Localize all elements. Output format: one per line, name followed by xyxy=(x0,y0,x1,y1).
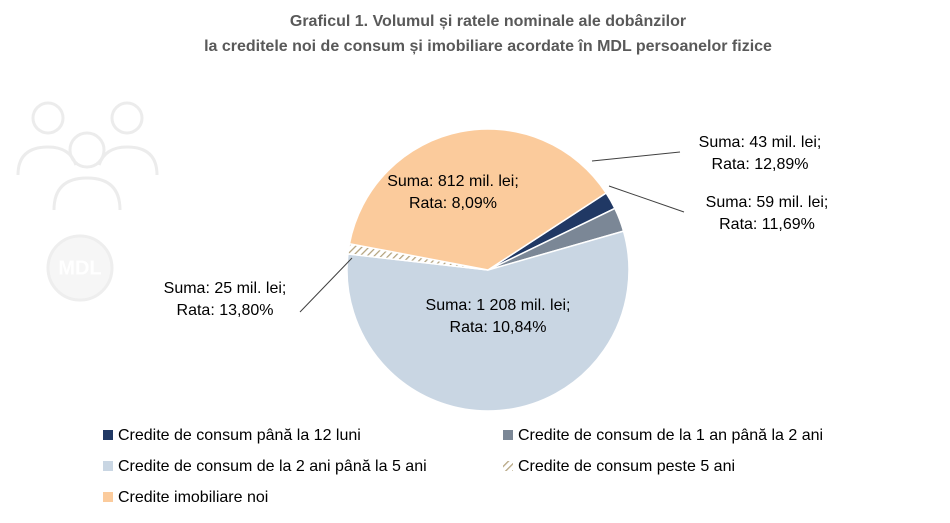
data-label: Rata: 10,84% xyxy=(450,319,547,336)
data-label: Rata: 11,69% xyxy=(719,216,815,233)
legend-marker xyxy=(103,430,113,440)
legend-label: Credite de consum de la 2 ani până la 5 … xyxy=(118,458,427,475)
pie-slice xyxy=(348,128,608,271)
data-label: Rata: 8,09% xyxy=(409,195,497,212)
legend-marker xyxy=(103,492,113,502)
legend-label: Credite de consum până la 12 luni xyxy=(118,427,361,444)
pie-slice xyxy=(346,230,630,412)
legend-marker xyxy=(503,430,513,440)
icon-text: MDL xyxy=(58,257,101,279)
chart-title: la creditele noi de consum și imobiliare… xyxy=(204,38,772,55)
data-label: Suma: 25 mil. lei; xyxy=(164,280,287,297)
leader-line xyxy=(591,151,681,162)
legend-marker xyxy=(503,461,513,471)
data-label: Suma: 59 mil. lei; xyxy=(706,194,829,211)
legend-label: Credite de consum peste 5 ani xyxy=(518,458,735,475)
leader-line xyxy=(608,185,685,213)
leader-line xyxy=(299,257,353,313)
legend-marker xyxy=(103,461,113,471)
legend-label: Credite de consum de la 1 an până la 2 a… xyxy=(518,427,823,444)
data-label: Rata: 13,80% xyxy=(177,302,274,319)
chart-title: Graficul 1. Volumul și ratele nominale a… xyxy=(290,13,686,30)
legend-label: Credite imobiliare noi xyxy=(118,489,268,506)
data-label: Suma: 812 mil. lei; xyxy=(387,173,519,190)
data-label: Suma: 43 mil. lei; xyxy=(699,134,822,151)
data-label: Rata: 12,89% xyxy=(712,156,809,173)
data-label: Suma: 1 208 mil. lei; xyxy=(426,297,571,314)
decor-icon xyxy=(16,101,159,302)
